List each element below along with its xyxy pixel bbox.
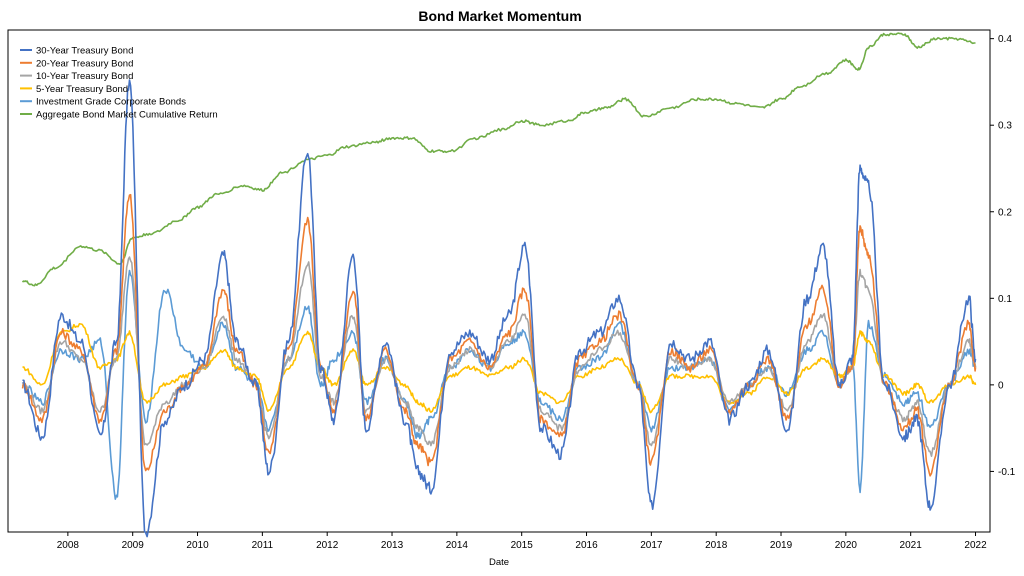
legend-label: 5-Year Treasury Bond	[36, 84, 128, 95]
x-tick-label: 2014	[446, 540, 469, 551]
x-tick-label: 2021	[900, 540, 923, 551]
y-axis: 0.4 0.3 0.2 0.1 0 -0.1	[990, 34, 1016, 478]
legend-label: Investment Grade Corporate Bonds	[36, 97, 186, 108]
x-axis-title: Date	[489, 557, 509, 568]
x-tick-label: 2019	[770, 540, 793, 551]
x-tick-label: 2022	[964, 540, 987, 551]
legend-label: 20-Year Treasury Bond	[36, 58, 133, 69]
y-tick-label: 0.2	[998, 207, 1012, 218]
x-tick-label: 2010	[186, 540, 209, 551]
chart-title: Bond Market Momentum	[418, 8, 582, 24]
y-tick-label: 0.1	[998, 294, 1012, 305]
x-tick-label: 2015	[511, 540, 534, 551]
y-tick-label: 0.3	[998, 121, 1012, 132]
series-line-0	[22, 79, 977, 538]
x-tick-label: 2016	[575, 540, 598, 551]
x-tick-label: 2017	[640, 540, 663, 551]
x-tick-label: 2012	[316, 540, 339, 551]
series-line-5	[21, 32, 976, 287]
legend-label: Aggregate Bond Market Cumulative Return	[36, 110, 218, 121]
series-layer	[21, 32, 977, 538]
x-tick-label: 2008	[57, 540, 80, 551]
legend-label: 10-Year Treasury Bond	[36, 71, 133, 82]
legend-label: 30-Year Treasury Bond	[36, 46, 133, 57]
x-tick-label: 2018	[705, 540, 728, 551]
y-tick-label: 0.4	[998, 34, 1012, 45]
x-axis: 2008 2009 2010 2011 2012 2013 2014 2015 2016 2017…	[57, 532, 987, 551]
x-tick-label: 2013	[381, 540, 404, 551]
y-tick-label: 0	[998, 380, 1004, 391]
plot-frame	[7, 29, 991, 533]
x-tick-label: 2009	[122, 540, 145, 551]
x-tick-label: 2020	[835, 540, 858, 551]
x-tick-label: 2011	[252, 540, 274, 551]
y-tick-label: -0.1	[998, 467, 1016, 478]
